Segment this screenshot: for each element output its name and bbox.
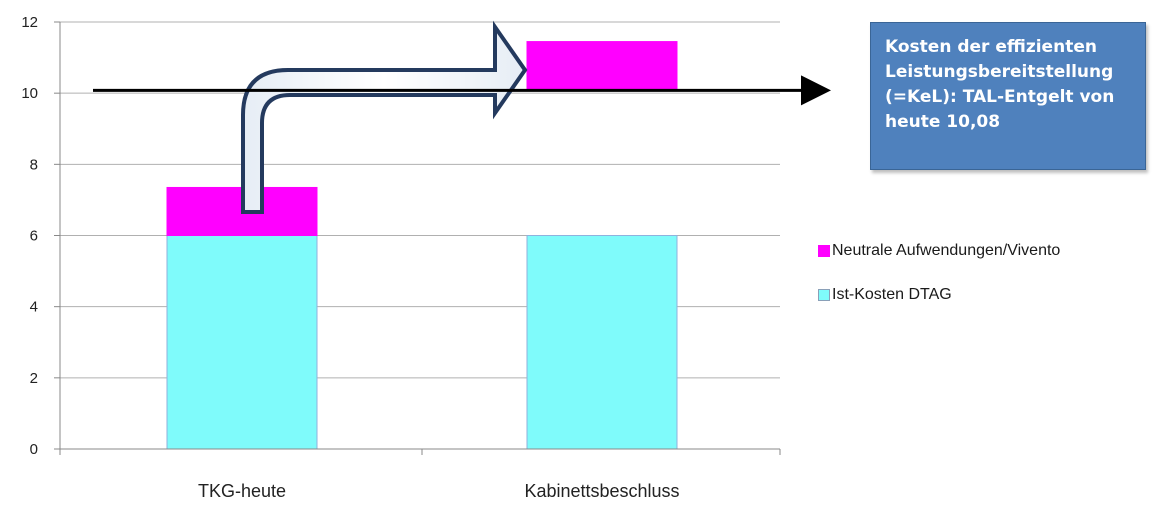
bar-ist-kosten bbox=[166, 235, 318, 450]
x-tick-label: TKG-heute bbox=[198, 481, 286, 501]
y-tick-label: 0 bbox=[30, 441, 38, 458]
y-tick-label: 6 bbox=[30, 228, 38, 245]
y-tick-label: 2 bbox=[30, 370, 38, 387]
y-tick-label: 4 bbox=[30, 299, 38, 316]
legend-swatch bbox=[818, 245, 830, 257]
bar-neutrale-aufwendungen bbox=[526, 41, 678, 91]
legend-swatch bbox=[818, 289, 830, 301]
transition-arrow-icon bbox=[241, 20, 528, 214]
legend-item: Ist-Kosten DTAG bbox=[818, 284, 1060, 306]
legend: Neutrale Aufwendungen/Vivento Ist-Kosten… bbox=[818, 240, 1060, 328]
y-tick-label: 10 bbox=[21, 85, 38, 102]
y-tick-label: 12 bbox=[21, 14, 38, 31]
annotation-line: heute 10,08 bbox=[885, 112, 1001, 132]
annotation-box: Kosten der effizienten Leistungsbereitst… bbox=[870, 22, 1146, 170]
annotation-line: Leistungsbereitstellung bbox=[885, 62, 1114, 82]
legend-label: Ist-Kosten DTAG bbox=[832, 286, 952, 303]
annotation-line: (=KeL): TAL-Entgelt von bbox=[885, 87, 1115, 107]
bar-ist-kosten bbox=[526, 235, 678, 450]
x-tick-label: Kabinettsbeschluss bbox=[524, 481, 679, 501]
legend-item: Neutrale Aufwendungen/Vivento bbox=[818, 240, 1060, 262]
legend-label: Neutrale Aufwendungen/Vivento bbox=[832, 242, 1061, 259]
annotation-line: Kosten der effizienten bbox=[885, 37, 1097, 57]
y-tick-label: 8 bbox=[30, 156, 38, 173]
